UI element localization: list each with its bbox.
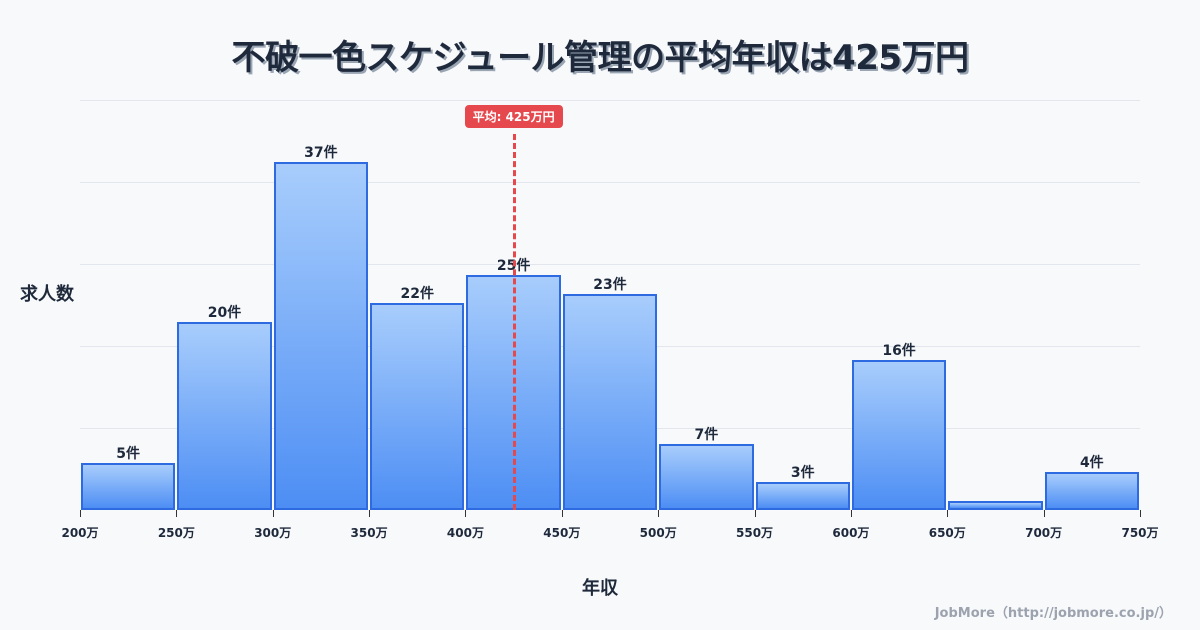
- x-tick: [369, 510, 371, 517]
- histogram-bar: [273, 162, 369, 510]
- x-tick-label: 500万: [639, 526, 677, 540]
- bar-value-label: 23件: [593, 276, 627, 293]
- histogram-bar: [370, 303, 465, 510]
- x-tick-label: 550万: [736, 526, 774, 540]
- bar-value-label: 5件: [116, 445, 141, 462]
- x-tick: [850, 510, 852, 517]
- x-tick-label: 250万: [157, 526, 195, 540]
- gridline: [80, 100, 1140, 101]
- histogram-bar: [755, 481, 850, 510]
- x-tick-label: 650万: [928, 526, 966, 540]
- x-tick-label: 600万: [832, 526, 870, 540]
- x-axis-label: 年収: [582, 578, 618, 599]
- bar-value-label: 37件: [304, 145, 338, 162]
- bar-value-label: 4件: [1079, 455, 1104, 472]
- bar-value-label: 16件: [882, 342, 916, 359]
- histogram-bar: [81, 462, 176, 510]
- x-tick: [754, 510, 756, 517]
- source-credit: JobMore（http://jobmore.co.jp/）: [934, 606, 1172, 621]
- x-tick-label: 300万: [254, 526, 292, 540]
- histogram-bar: [562, 293, 658, 510]
- x-tick-label: 200万: [61, 526, 99, 540]
- mean-line: [512, 134, 516, 510]
- x-tick-label: 750万: [1121, 526, 1159, 540]
- x-tick: [1140, 510, 1141, 517]
- y-axis-label: 求人数: [20, 284, 74, 305]
- x-tick-label: 450万: [543, 526, 581, 540]
- mean-badge: 平均: 425万円: [464, 105, 563, 128]
- bar-value-label: 3件: [790, 464, 815, 481]
- chart-title: 不破一色スケジュール管理の平均年収は425万円: [231, 38, 969, 78]
- x-tick: [465, 510, 467, 517]
- bar-value-label: 22件: [400, 286, 434, 303]
- x-tick-label: 700万: [1025, 526, 1063, 540]
- histogram-bar: [948, 500, 1043, 510]
- histogram-bar: [851, 359, 947, 510]
- x-tick: [561, 510, 563, 517]
- x-tick-label: 400万: [446, 526, 484, 540]
- x-tick: [947, 510, 949, 517]
- plot-area: 5件 20件 37件 22件 25件 23件 7件 3件 16件 4件 200万 250万 300万 35…: [61, 100, 1159, 540]
- histogram-bar: [177, 321, 272, 510]
- x-tick-label: 350万: [350, 526, 388, 540]
- bar-value-label: 20件: [207, 304, 242, 321]
- histogram-bar: [659, 444, 754, 510]
- histogram-bar: [1044, 472, 1139, 510]
- x-tick: [1043, 510, 1045, 517]
- x-tick: [176, 510, 178, 517]
- gridline: [80, 264, 1140, 265]
- x-tick: [80, 510, 81, 517]
- bar-value-label: 7件: [694, 427, 719, 444]
- gridline: [80, 182, 1140, 183]
- x-tick: [272, 510, 274, 517]
- x-tick: [658, 510, 660, 517]
